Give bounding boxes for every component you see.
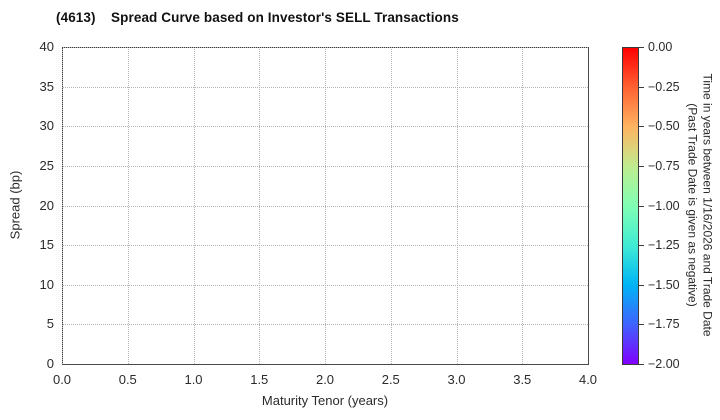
y-gridline <box>62 126 588 128</box>
colorbar-label-line2: (Past Trade Date is given as negative) <box>686 103 700 307</box>
colorbar-label: Time in years between 1/16/2026 and Trad… <box>686 73 715 336</box>
colorbar-tick-label: 0.00 <box>648 40 673 54</box>
y-tick-label: 30 <box>39 118 54 134</box>
colorbar-tick-label: −1.50 <box>648 277 680 292</box>
colorbar-tick <box>638 324 644 326</box>
y-gridline <box>62 284 588 286</box>
colorbar-label-line1: Time in years between 1/16/2026 and Trad… <box>700 73 715 337</box>
y-tick-label: 5 <box>46 316 54 332</box>
chart-title: (4613) Spread Curve based on Investor's … <box>56 10 459 25</box>
x-tick-label: 2.5 <box>381 372 400 387</box>
x-gridline <box>588 47 589 364</box>
y-tick-label: 20 <box>39 197 54 213</box>
x-tick-label: 1.5 <box>250 372 269 387</box>
x-tick-label: 4.0 <box>578 372 598 387</box>
y-gridline <box>62 86 588 88</box>
colorbar-tick <box>638 364 644 365</box>
y-tick-label: 40 <box>39 39 54 54</box>
colorbar-tick <box>638 86 644 88</box>
y-gridline <box>62 165 588 167</box>
y-tick-label: 25 <box>39 157 54 173</box>
colorbar-tick-label: −2.00 <box>648 357 680 371</box>
y-gridline <box>62 47 588 48</box>
colorbar-tick <box>638 245 644 247</box>
colorbar-tick <box>638 165 644 167</box>
y-tick-label: 15 <box>39 237 54 253</box>
x-tick-label: 2.0 <box>315 372 335 387</box>
colorbar-tick <box>638 126 644 128</box>
y-tick-label: 0 <box>46 356 54 371</box>
colorbar-tick <box>638 47 644 48</box>
x-tick-label: 1.0 <box>184 372 203 387</box>
x-tick-label: 3.5 <box>513 372 532 387</box>
y-gridline <box>62 324 588 326</box>
x-tick-label: 3.0 <box>447 372 466 387</box>
colorbar-tick <box>638 205 644 207</box>
x-axis-label: Maturity Tenor (years) <box>261 393 389 408</box>
x-tick-label: 0.5 <box>118 372 137 387</box>
colorbar-tick-label: −1.00 <box>648 198 680 213</box>
colorbar-tick <box>638 284 644 286</box>
colorbar-tick-label: −1.75 <box>648 317 680 332</box>
colorbar-tick-label: −0.50 <box>648 119 680 134</box>
y-axis-label: Spread (bp) <box>7 170 23 240</box>
colorbar-tick-label: −1.25 <box>648 238 680 253</box>
colorbar-tick-label: −0.75 <box>648 158 680 173</box>
y-gridline <box>62 245 588 247</box>
colorbar <box>622 47 639 365</box>
colorbar-tick-label: −0.25 <box>648 79 680 94</box>
y-tick-label: 35 <box>39 78 54 94</box>
y-gridline <box>62 205 588 207</box>
x-tick-label: 0.0 <box>52 372 72 387</box>
y-tick-label: 10 <box>39 276 54 292</box>
y-gridline <box>62 364 588 365</box>
